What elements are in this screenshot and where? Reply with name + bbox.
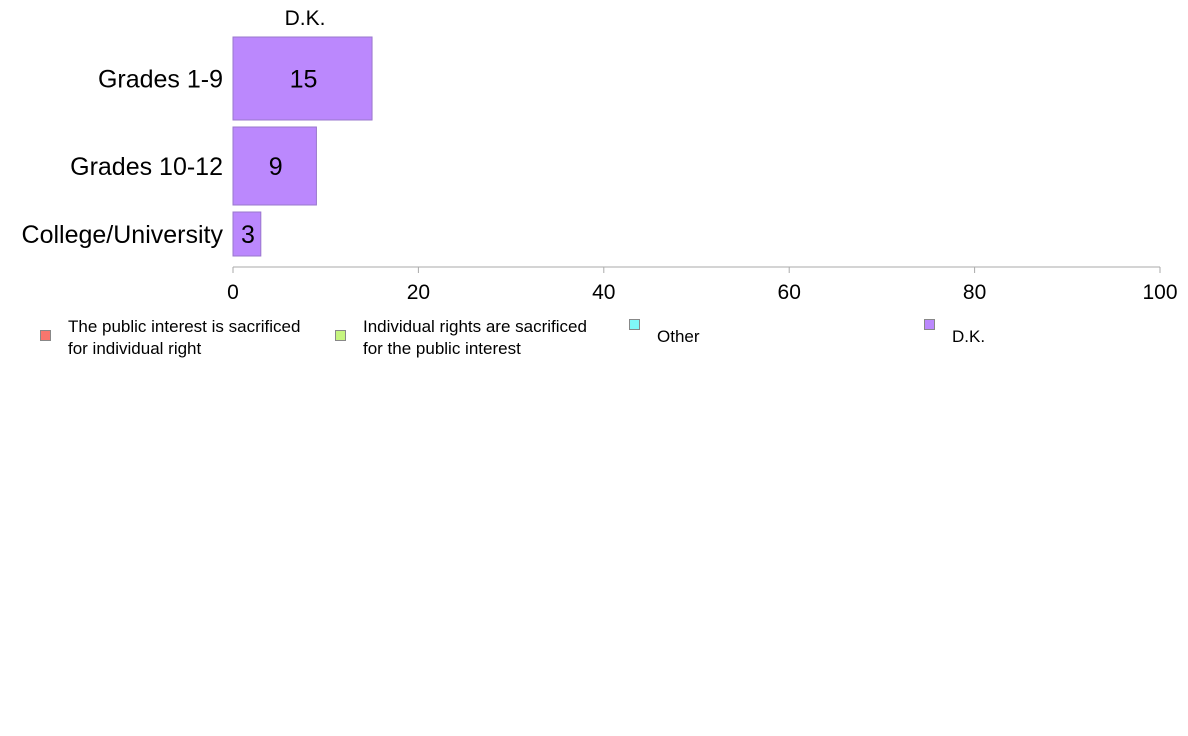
x-tick-label: 100	[1142, 281, 1177, 304]
category-labels: Grades 1-9 Grades 10-12 College/University	[22, 66, 224, 250]
legend-swatch	[335, 330, 346, 341]
legend-label: D.K.	[952, 327, 986, 346]
bar-2-series-3	[232, 211, 262, 257]
category-label: Grades 10-12	[70, 153, 223, 181]
legend-label: Individual rights are sacrificed for the…	[363, 317, 587, 358]
series-header-dk: D.K.	[285, 7, 326, 30]
bar-value-label: 9	[269, 153, 283, 181]
legend-swatch	[40, 330, 51, 341]
category-label: College/University	[22, 221, 224, 249]
bar-0-series-3	[232, 36, 373, 121]
legend: The public interest is sacrificed for in…	[0, 316, 1188, 366]
x-axis: 0 20 40 60 80 100	[227, 266, 1178, 304]
legend-item: Individual rights are sacrificed for the…	[335, 316, 587, 360]
legend-label: The public interest is sacrificed for in…	[68, 317, 301, 358]
legend-item: Other	[629, 316, 700, 348]
legend-swatch	[629, 319, 640, 330]
bar-1-series-3	[232, 126, 317, 206]
legend-item: The public interest is sacrificed for in…	[40, 316, 300, 360]
legend-label: Other	[657, 327, 700, 346]
legend-item: D.K.	[924, 316, 985, 348]
x-tick-label: 40	[592, 281, 615, 304]
bar-value-label: 3	[241, 221, 255, 249]
bar-value-label: 15	[290, 66, 318, 94]
legend-swatch	[924, 319, 935, 330]
x-tick-label: 20	[407, 281, 430, 304]
x-tick-label: 60	[778, 281, 801, 304]
category-label: Grades 1-9	[98, 66, 223, 94]
x-tick-label: 80	[963, 281, 986, 304]
x-tick-label: 0	[227, 281, 239, 304]
